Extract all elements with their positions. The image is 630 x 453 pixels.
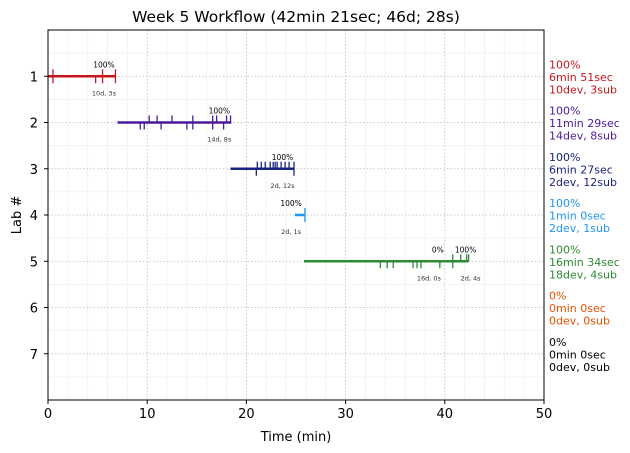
lab-summary-line: 2dev, 12sub	[549, 176, 617, 189]
lab-summary-line: 0%	[549, 336, 566, 349]
y-tick-label: 1	[30, 70, 38, 85]
lab-summary-line: 6min 27sec	[549, 163, 613, 176]
lab-summary-line: 11min 29sec	[549, 117, 620, 130]
x-tick-label: 0	[44, 407, 52, 422]
lab-summary-line: 0%	[549, 290, 566, 303]
percent-label: 100%	[209, 107, 230, 116]
lab-summary-line: 16min 34sec	[549, 256, 620, 269]
lab-summary-line: 100%	[549, 243, 580, 256]
percent-label: 100%	[272, 153, 293, 162]
y-axis-label: Lab #	[10, 196, 25, 235]
lab-summary-line: 0dev, 0sub	[549, 361, 610, 374]
counts-label: 10d, 3s	[92, 89, 117, 97]
lab-summary-line: 18dev, 4sub	[549, 268, 617, 281]
counts-label: 16d, 0s	[417, 274, 442, 282]
y-tick-label: 7	[30, 348, 38, 363]
lab-summary-line: 1min 0sec	[549, 210, 606, 223]
counts-label: 2d, 12s	[270, 182, 295, 190]
y-tick-label: 5	[30, 255, 38, 270]
x-tick-label: 40	[437, 407, 454, 422]
lab-summary-line: 100%	[549, 105, 580, 118]
y-tick-label: 6	[30, 302, 38, 317]
percent-label: 0%	[432, 245, 444, 254]
lab-summary-line: 100%	[549, 58, 580, 71]
lab-summary-line: 100%	[549, 151, 580, 164]
lab-summary-line: 0min 0sec	[549, 302, 606, 315]
lab-summary-line: 2dev, 1sub	[549, 222, 610, 235]
lab-summary-line: 10dev, 3sub	[549, 83, 617, 96]
percent-label: 100%	[280, 199, 301, 208]
x-tick-label: 30	[337, 407, 354, 422]
x-axis-label: Time (min)	[260, 430, 332, 445]
percent-label: 100%	[455, 245, 476, 254]
counts-label: 2d, 4s	[461, 274, 482, 282]
lab-summary-line: 0dev, 0sub	[549, 315, 610, 328]
y-tick-label: 2	[30, 117, 38, 132]
y-tick-label: 3	[30, 163, 38, 178]
counts-label: 14d, 8s	[207, 136, 232, 144]
y-tick-label: 4	[30, 209, 38, 224]
lab-summary-line: 0min 0sec	[549, 348, 606, 361]
x-tick-label: 20	[238, 407, 255, 422]
lab-summary-line: 6min 51sec	[549, 71, 613, 84]
x-tick-label: 50	[536, 407, 553, 422]
percent-label: 100%	[93, 60, 114, 69]
x-tick-label: 10	[139, 407, 156, 422]
lab-summary-line: 14dev, 8sub	[549, 130, 617, 143]
chart-title: Week 5 Workflow (42min 21sec; 46d; 28s)	[132, 8, 460, 26]
counts-label: 2d, 1s	[281, 228, 302, 236]
lab-summary-line: 100%	[549, 197, 580, 210]
